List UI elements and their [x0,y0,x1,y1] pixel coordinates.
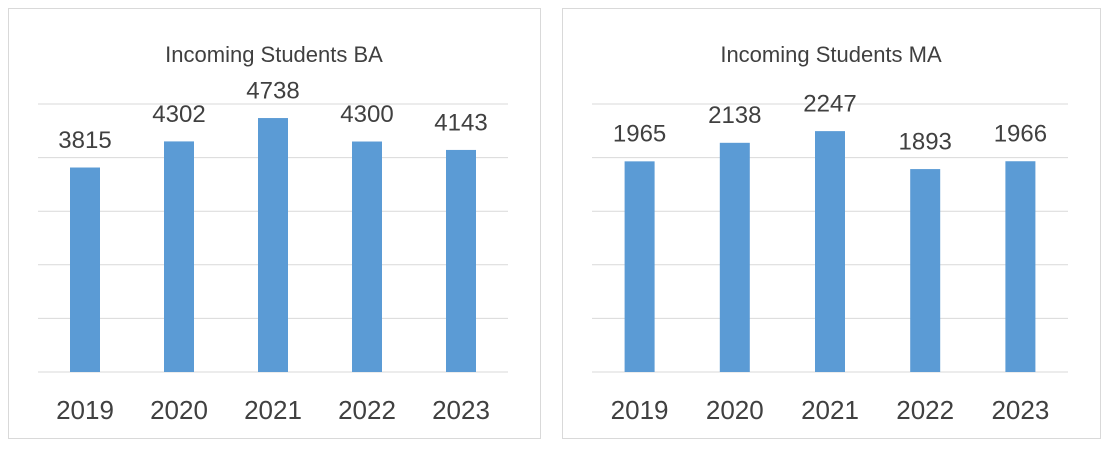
bar [1005,161,1036,372]
bar [352,141,382,372]
bar [164,141,194,372]
value-label: 2247 [803,90,856,117]
value-label: 4300 [340,101,393,128]
value-label: 1965 [613,121,666,148]
x-tick-label: 2019 [611,395,669,425]
chart-title: Incoming Students BA [165,42,383,67]
bar [719,142,750,372]
bar [70,167,100,372]
chart-title: Incoming Students MA [720,42,942,67]
bar [446,149,476,372]
x-tick-label: 2021 [801,395,859,425]
x-tick-label: 2023 [432,395,490,425]
x-tick-label: 2019 [56,395,114,425]
x-tick-label: 2022 [896,395,954,425]
bar [815,131,845,372]
x-tick-label: 2021 [244,395,302,425]
value-label: 3815 [58,127,111,154]
x-tick-label: 2023 [991,395,1049,425]
value-label: 1893 [899,128,952,155]
value-label: 4143 [434,109,487,136]
value-label: 4738 [246,77,299,104]
bar [624,161,655,372]
x-tick-label: 2020 [150,395,208,425]
x-tick-label: 2020 [706,395,764,425]
value-label: 4302 [152,101,205,128]
bar [910,169,941,372]
value-label: 1966 [994,121,1047,148]
bar [258,118,288,372]
value-label: 2138 [708,102,761,129]
x-tick-label: 2022 [338,395,396,425]
